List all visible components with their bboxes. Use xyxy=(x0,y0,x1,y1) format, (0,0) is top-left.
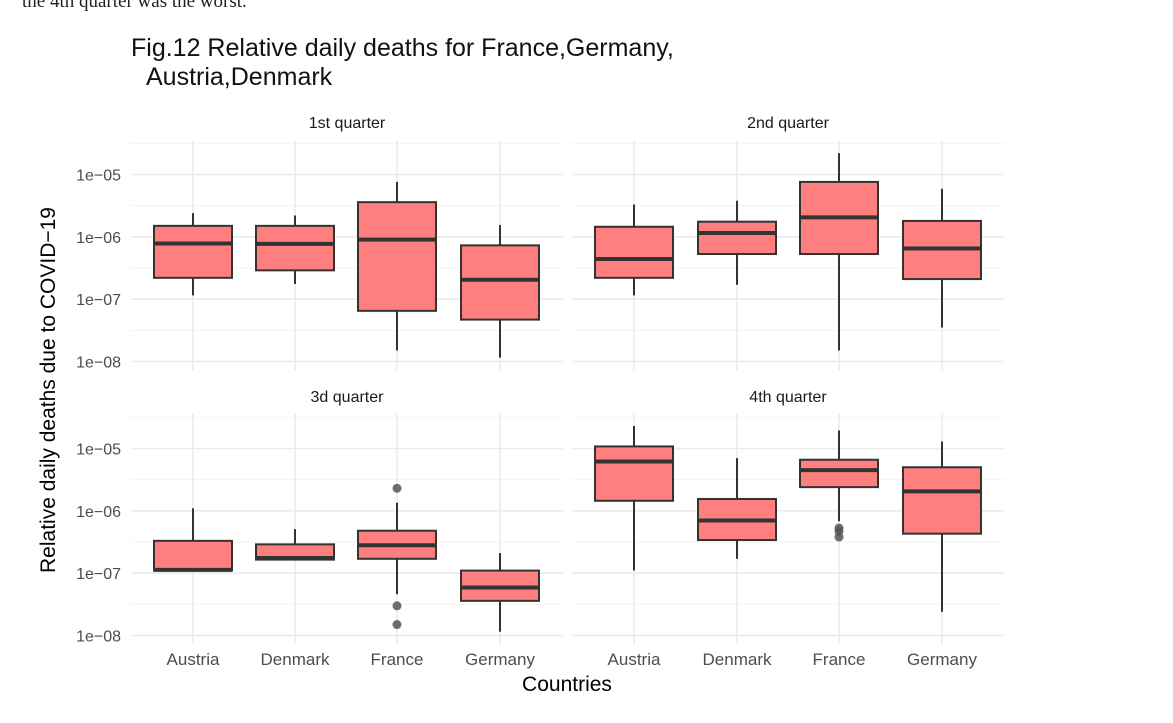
box-iqr xyxy=(357,201,437,312)
outlier-point xyxy=(392,601,402,611)
box-1st-quarter-Austria xyxy=(153,213,233,296)
box-iqr xyxy=(697,220,777,256)
box-iqr xyxy=(799,458,879,489)
box-iqr xyxy=(153,539,233,572)
box-2nd-quarter-Germany xyxy=(902,188,982,328)
box-4th-quarter-France xyxy=(799,430,879,542)
y-tick-label: 1e−05 xyxy=(76,442,121,459)
x-axis-title: Countries xyxy=(522,673,612,696)
box-iqr xyxy=(594,225,674,279)
y-tick-labels: 1e−08 1e−07 1e−06 1e−05 1e−08 1e−07 1e−06 1e−05 xyxy=(76,168,121,646)
x-tick-label: Denmark xyxy=(261,650,330,669)
panel-title-2nd-quarter: 2nd quarter xyxy=(747,115,830,132)
y-tick-label: 1e−05 xyxy=(76,168,121,185)
x-tick-label: France xyxy=(813,650,866,669)
box-3d-quarter-Germany xyxy=(460,553,540,632)
box-iqr xyxy=(902,466,982,535)
x-tick-label: Austria xyxy=(167,650,220,669)
box-iqr xyxy=(255,224,335,272)
box-iqr xyxy=(460,244,540,321)
box-iqr xyxy=(594,445,674,502)
x-tick-label: Denmark xyxy=(703,650,772,669)
y-axis-title: Relative daily deaths due to COVID−19 xyxy=(37,207,60,573)
chart-title-line-1: Fig.12 Relative daily deaths for France,… xyxy=(131,34,674,62)
outlier-point xyxy=(392,483,402,493)
chart-title-line-2: Austria,Denmark xyxy=(146,63,333,91)
panel-title-3d-quarter: 3d quarter xyxy=(311,389,385,406)
panel-title-4th-quarter: 4th quarter xyxy=(749,389,827,406)
box-2nd-quarter-Denmark xyxy=(697,200,777,285)
box-4th-quarter-Austria xyxy=(594,425,674,571)
y-tick-label: 1e−07 xyxy=(76,566,121,583)
x-tick-label: Austria xyxy=(608,650,661,669)
outlier-point xyxy=(834,532,844,542)
x-tick-label: Germany xyxy=(907,650,977,669)
box-1st-quarter-France xyxy=(357,181,437,351)
box-2nd-quarter-France xyxy=(799,153,879,351)
boxes-layer xyxy=(153,153,982,632)
x-tick-label: Germany xyxy=(465,650,535,669)
x-tick-labels: Austria Denmark France Germany Austria Denmar… xyxy=(167,650,978,669)
box-4th-quarter-Germany xyxy=(902,441,982,612)
box-3d-quarter-France xyxy=(357,483,437,630)
y-tick-label: 1e−08 xyxy=(76,629,121,646)
y-tick-label: 1e−06 xyxy=(76,230,121,247)
y-tick-label: 1e−08 xyxy=(76,355,121,372)
box-3d-quarter-Austria xyxy=(153,508,233,572)
box-iqr xyxy=(153,224,233,279)
box-3d-quarter-Denmark xyxy=(255,529,335,561)
box-1st-quarter-Denmark xyxy=(255,215,335,285)
box-2nd-quarter-Austria xyxy=(594,204,674,296)
y-tick-label: 1e−07 xyxy=(76,292,121,309)
panel-title-1st-quarter: 1st quarter xyxy=(309,115,386,132)
y-tick-label: 1e−06 xyxy=(76,504,121,521)
box-4th-quarter-Denmark xyxy=(697,458,777,559)
outlier-point xyxy=(392,620,402,630)
panel-titles: 1st quarter 2nd quarter 3d quarter 4th quar… xyxy=(309,115,830,406)
box-1st-quarter-Germany xyxy=(460,224,540,358)
preceding-text: the 4th quarter was the worst. xyxy=(22,0,247,12)
x-tick-label: France xyxy=(371,650,424,669)
